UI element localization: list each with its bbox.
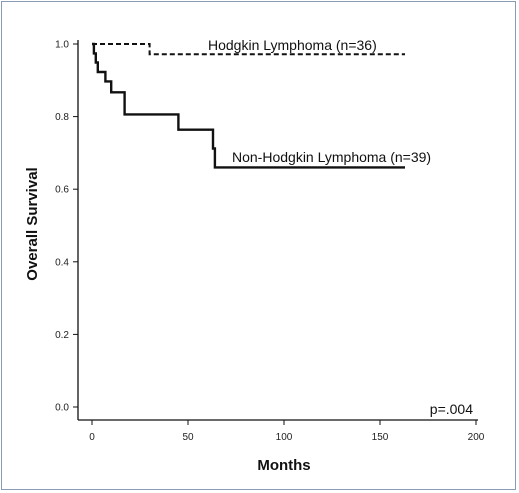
y-tick-label: 0.8 — [55, 112, 69, 123]
x-tick-label: 0 — [89, 432, 95, 443]
hodgkin-survival-curve — [92, 43, 405, 56]
x-tick-label: 50 — [182, 432, 194, 443]
x-axis-title: Months — [257, 457, 310, 474]
y-axis-title: Overall Survival — [24, 167, 41, 280]
x-tick-label: 200 — [468, 432, 485, 443]
hodgkin-label: Hodgkin Lymphoma (n=36) — [208, 37, 377, 53]
y-tick-label: 0.4 — [55, 257, 69, 268]
y-tick-label: 0.2 — [55, 330, 69, 341]
y-tick-label: 0.0 — [55, 403, 69, 414]
p-value-label: p=.004 — [430, 401, 473, 417]
x-tick-label: 150 — [372, 432, 389, 443]
y-tick-label: 0.6 — [55, 185, 69, 196]
non-hodgkin-label: Non-Hodgkin Lymphoma (n=39) — [232, 149, 431, 165]
x-tick-label: 100 — [276, 432, 293, 443]
non-hodgkin-survival-curve — [92, 42, 405, 169]
y-tick-label: 1.0 — [55, 40, 69, 51]
